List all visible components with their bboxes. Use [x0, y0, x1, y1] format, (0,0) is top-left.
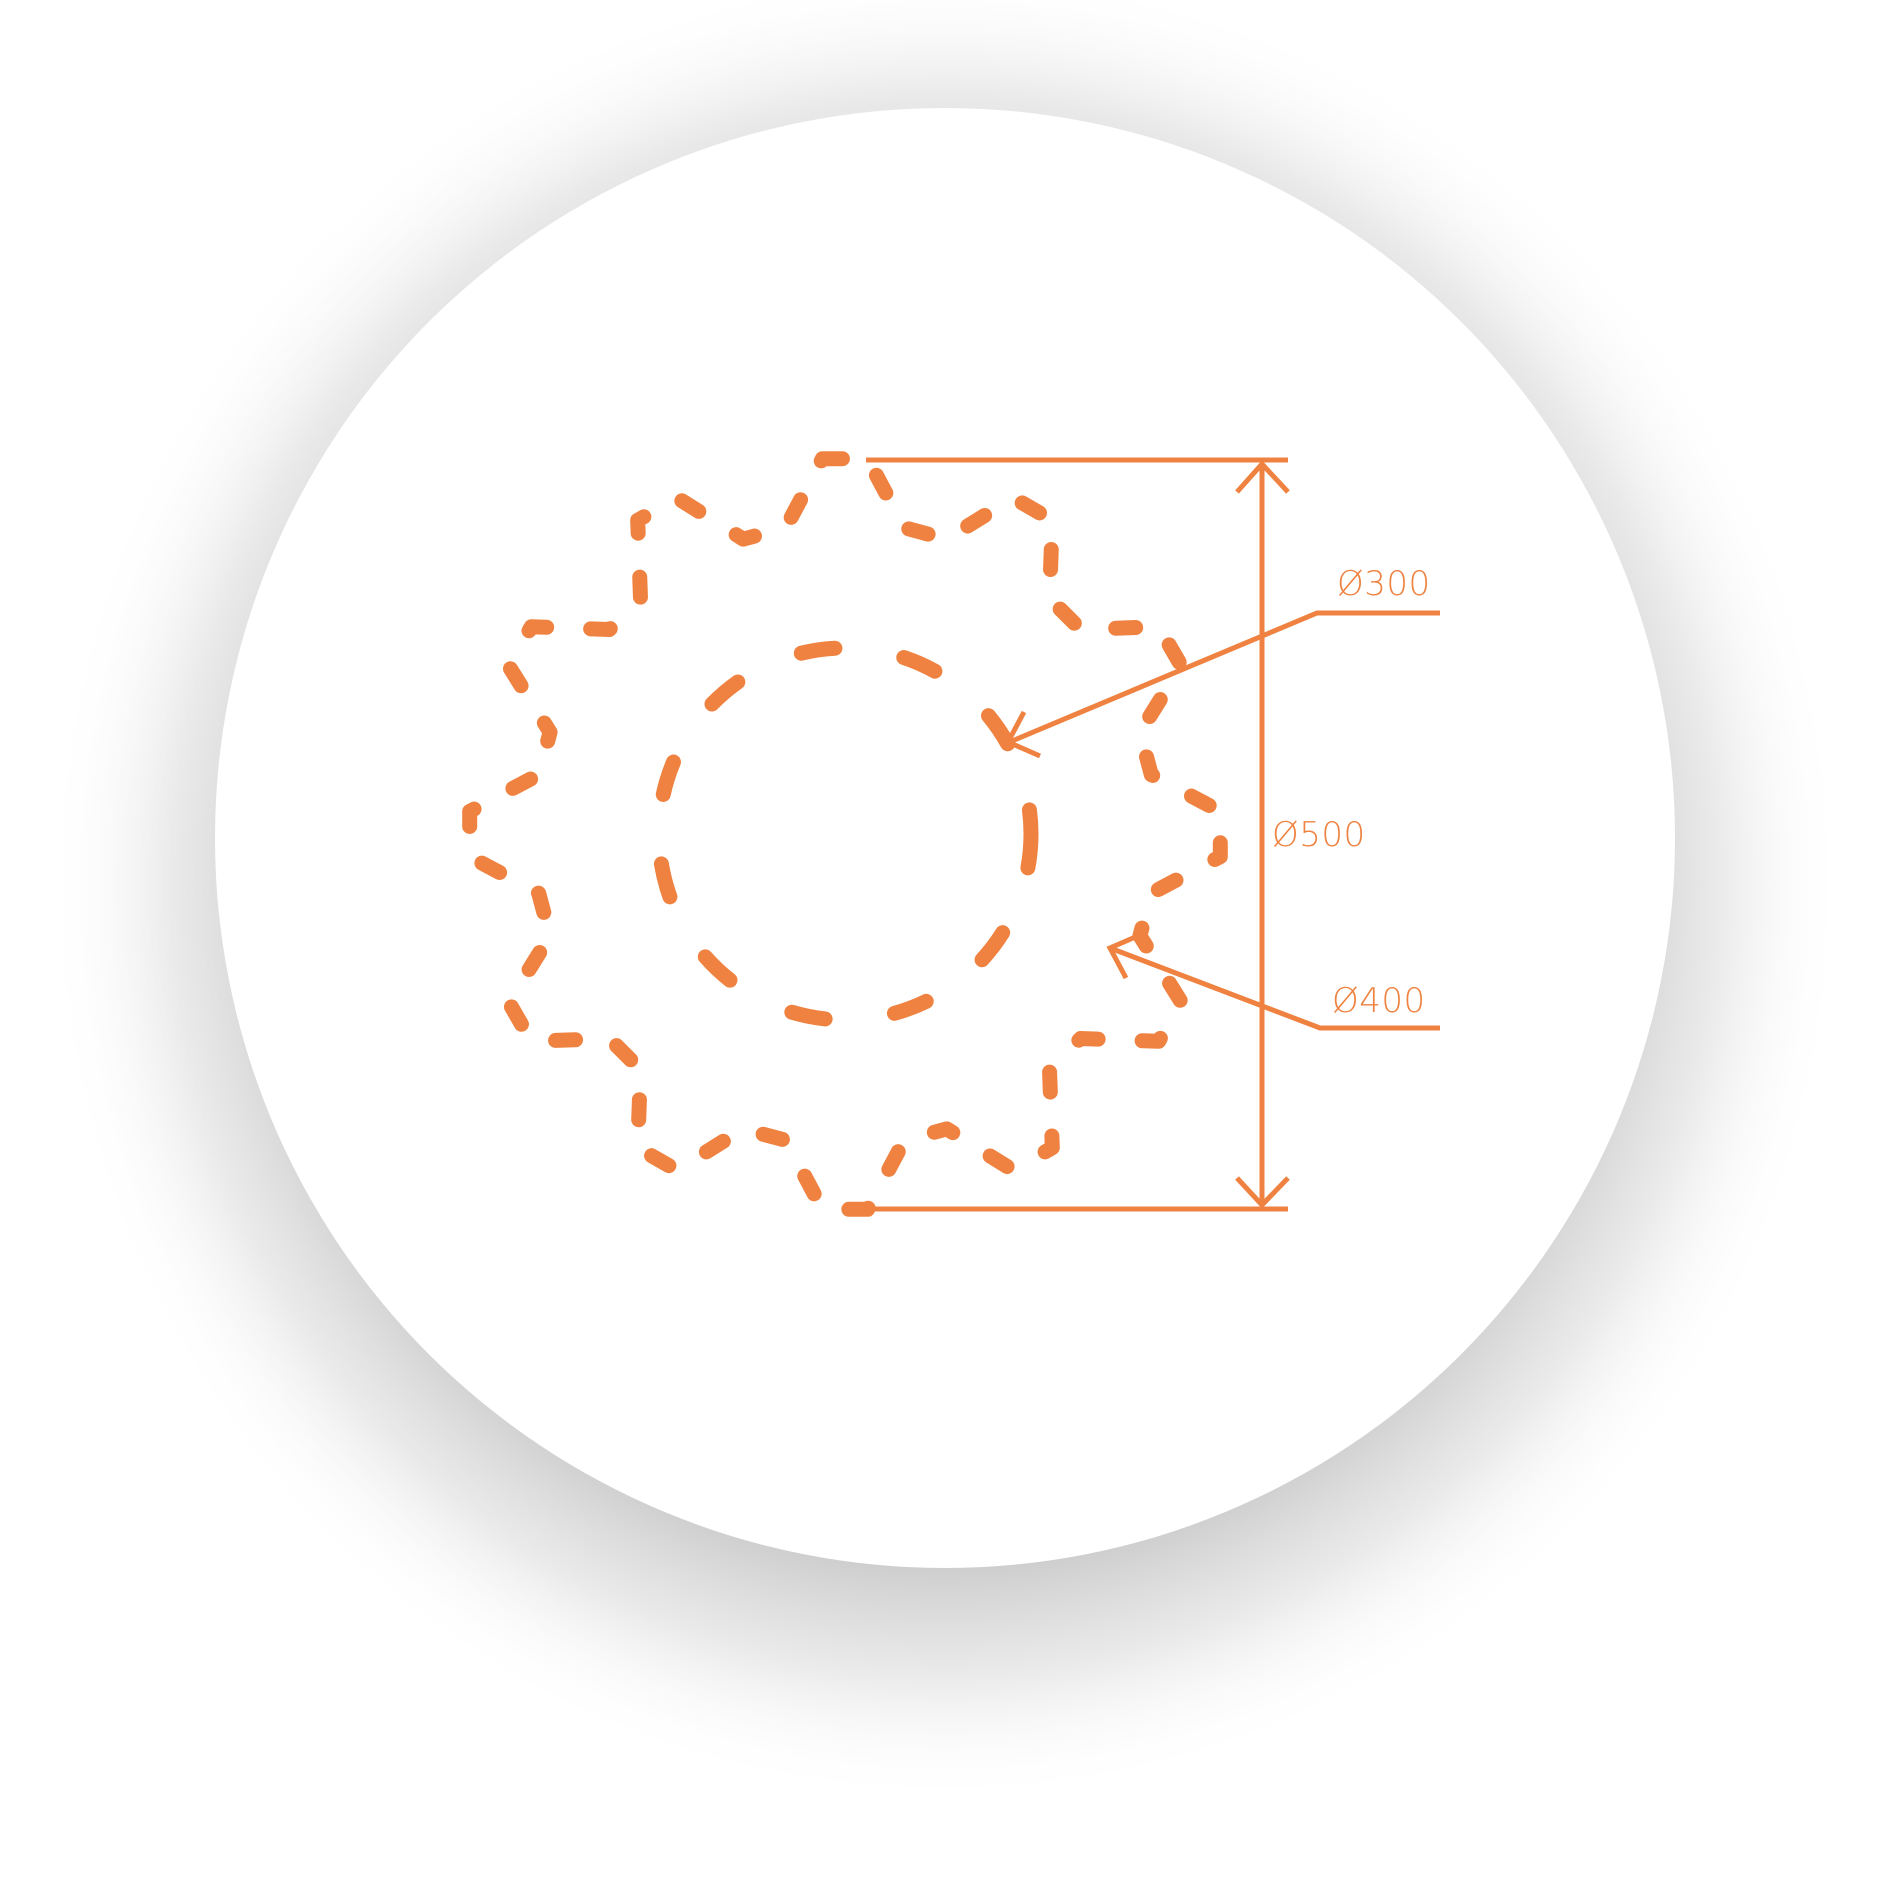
arrowhead-top: [1235, 460, 1290, 494]
dimension-label-400: Ø400: [1332, 981, 1426, 1021]
diameter-400-dimension: Ø400: [1106, 932, 1440, 1031]
dimension-label-500: Ø500: [1272, 815, 1366, 855]
leader-line-400: [1109, 945, 1440, 1031]
arrowhead-400: [1106, 932, 1141, 980]
dimension-label-300: Ø300: [1337, 564, 1431, 604]
diameter-300-dimension: Ø300: [1004, 564, 1440, 759]
diameter-500-dimension: Ø500: [866, 457, 1366, 1212]
leader-line-300: [1011, 610, 1440, 744]
arrowhead-300: [1004, 710, 1042, 759]
background-disc: [215, 108, 1675, 1568]
arrowhead-bottom: [1235, 1176, 1290, 1209]
inner-circle-outline: [651, 640, 1039, 1028]
